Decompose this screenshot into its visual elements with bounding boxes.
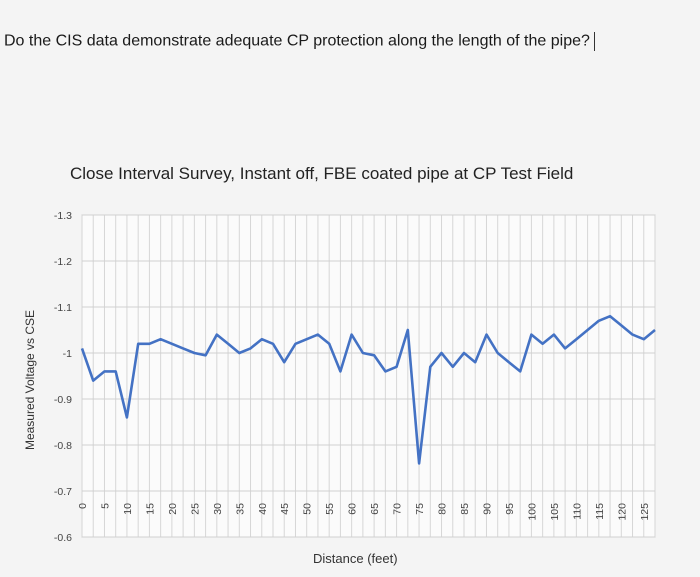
x-axis-label: Distance (feet) (313, 551, 398, 566)
x-tick-label: 85 (459, 503, 471, 515)
x-tick-label: 55 (324, 503, 336, 515)
y-tick-label: -0.6 (54, 532, 72, 544)
x-tick-label: 60 (347, 503, 359, 515)
x-tick-label: 25 (189, 503, 201, 515)
x-tick-label: 115 (594, 503, 606, 520)
x-tick-label: 40 (257, 503, 269, 515)
y-tick-labels: -1.3 -1.2 -1.1 -1 -0.9 -0.8 -0.7 -0.6 (54, 210, 72, 544)
x-tick-label: 10 (122, 503, 134, 515)
y-tick-label: -1.1 (54, 302, 72, 314)
y-tick-label: -0.7 (54, 486, 72, 498)
question-text: Do the CIS data demonstrate adequate CP … (4, 32, 595, 51)
plot-area (81, 214, 656, 538)
x-tick-label: 70 (392, 503, 404, 515)
x-tick-label: 100 (526, 503, 538, 521)
x-tick-labels: 0 5 10 15 20 25 30 35 40 45 50 55 60 65 70 75 80 85 90 95 10… (77, 503, 651, 521)
x-tick-label: 105 (549, 503, 561, 521)
x-tick-label: 90 (481, 503, 493, 515)
x-tick-label: 30 (212, 503, 224, 515)
vertical-gridlines (81, 215, 656, 537)
x-tick-label: 95 (504, 503, 516, 515)
y-tick-label: -1.2 (54, 256, 72, 268)
x-tick-label: 120 (616, 503, 628, 521)
y-tick-label: -0.9 (54, 394, 72, 406)
y-tick-label: -0.8 (54, 440, 72, 452)
x-tick-label: 65 (369, 503, 381, 515)
y-tick-label: -1 (63, 348, 72, 360)
x-tick-label: 15 (144, 503, 156, 515)
x-tick-label: 50 (302, 503, 314, 515)
x-tick-label: 0 (77, 503, 89, 509)
x-tick-label: 5 (99, 503, 111, 509)
y-tick-label: -1.3 (54, 210, 72, 222)
horizontal-gridlines (82, 214, 655, 538)
x-tick-label: 35 (234, 503, 246, 515)
voltage-series-line (80, 314, 656, 465)
x-tick-label: 75 (414, 503, 426, 515)
x-tick-label: 45 (279, 503, 291, 515)
chart-title: Close Interval Survey, Instant off, FBE … (70, 164, 574, 183)
x-tick-label: 20 (167, 503, 179, 515)
text-caret (593, 32, 595, 51)
x-tick-label: 80 (437, 503, 449, 515)
x-tick-label: 110 (571, 503, 583, 520)
x-tick-label: 125 (639, 503, 651, 521)
